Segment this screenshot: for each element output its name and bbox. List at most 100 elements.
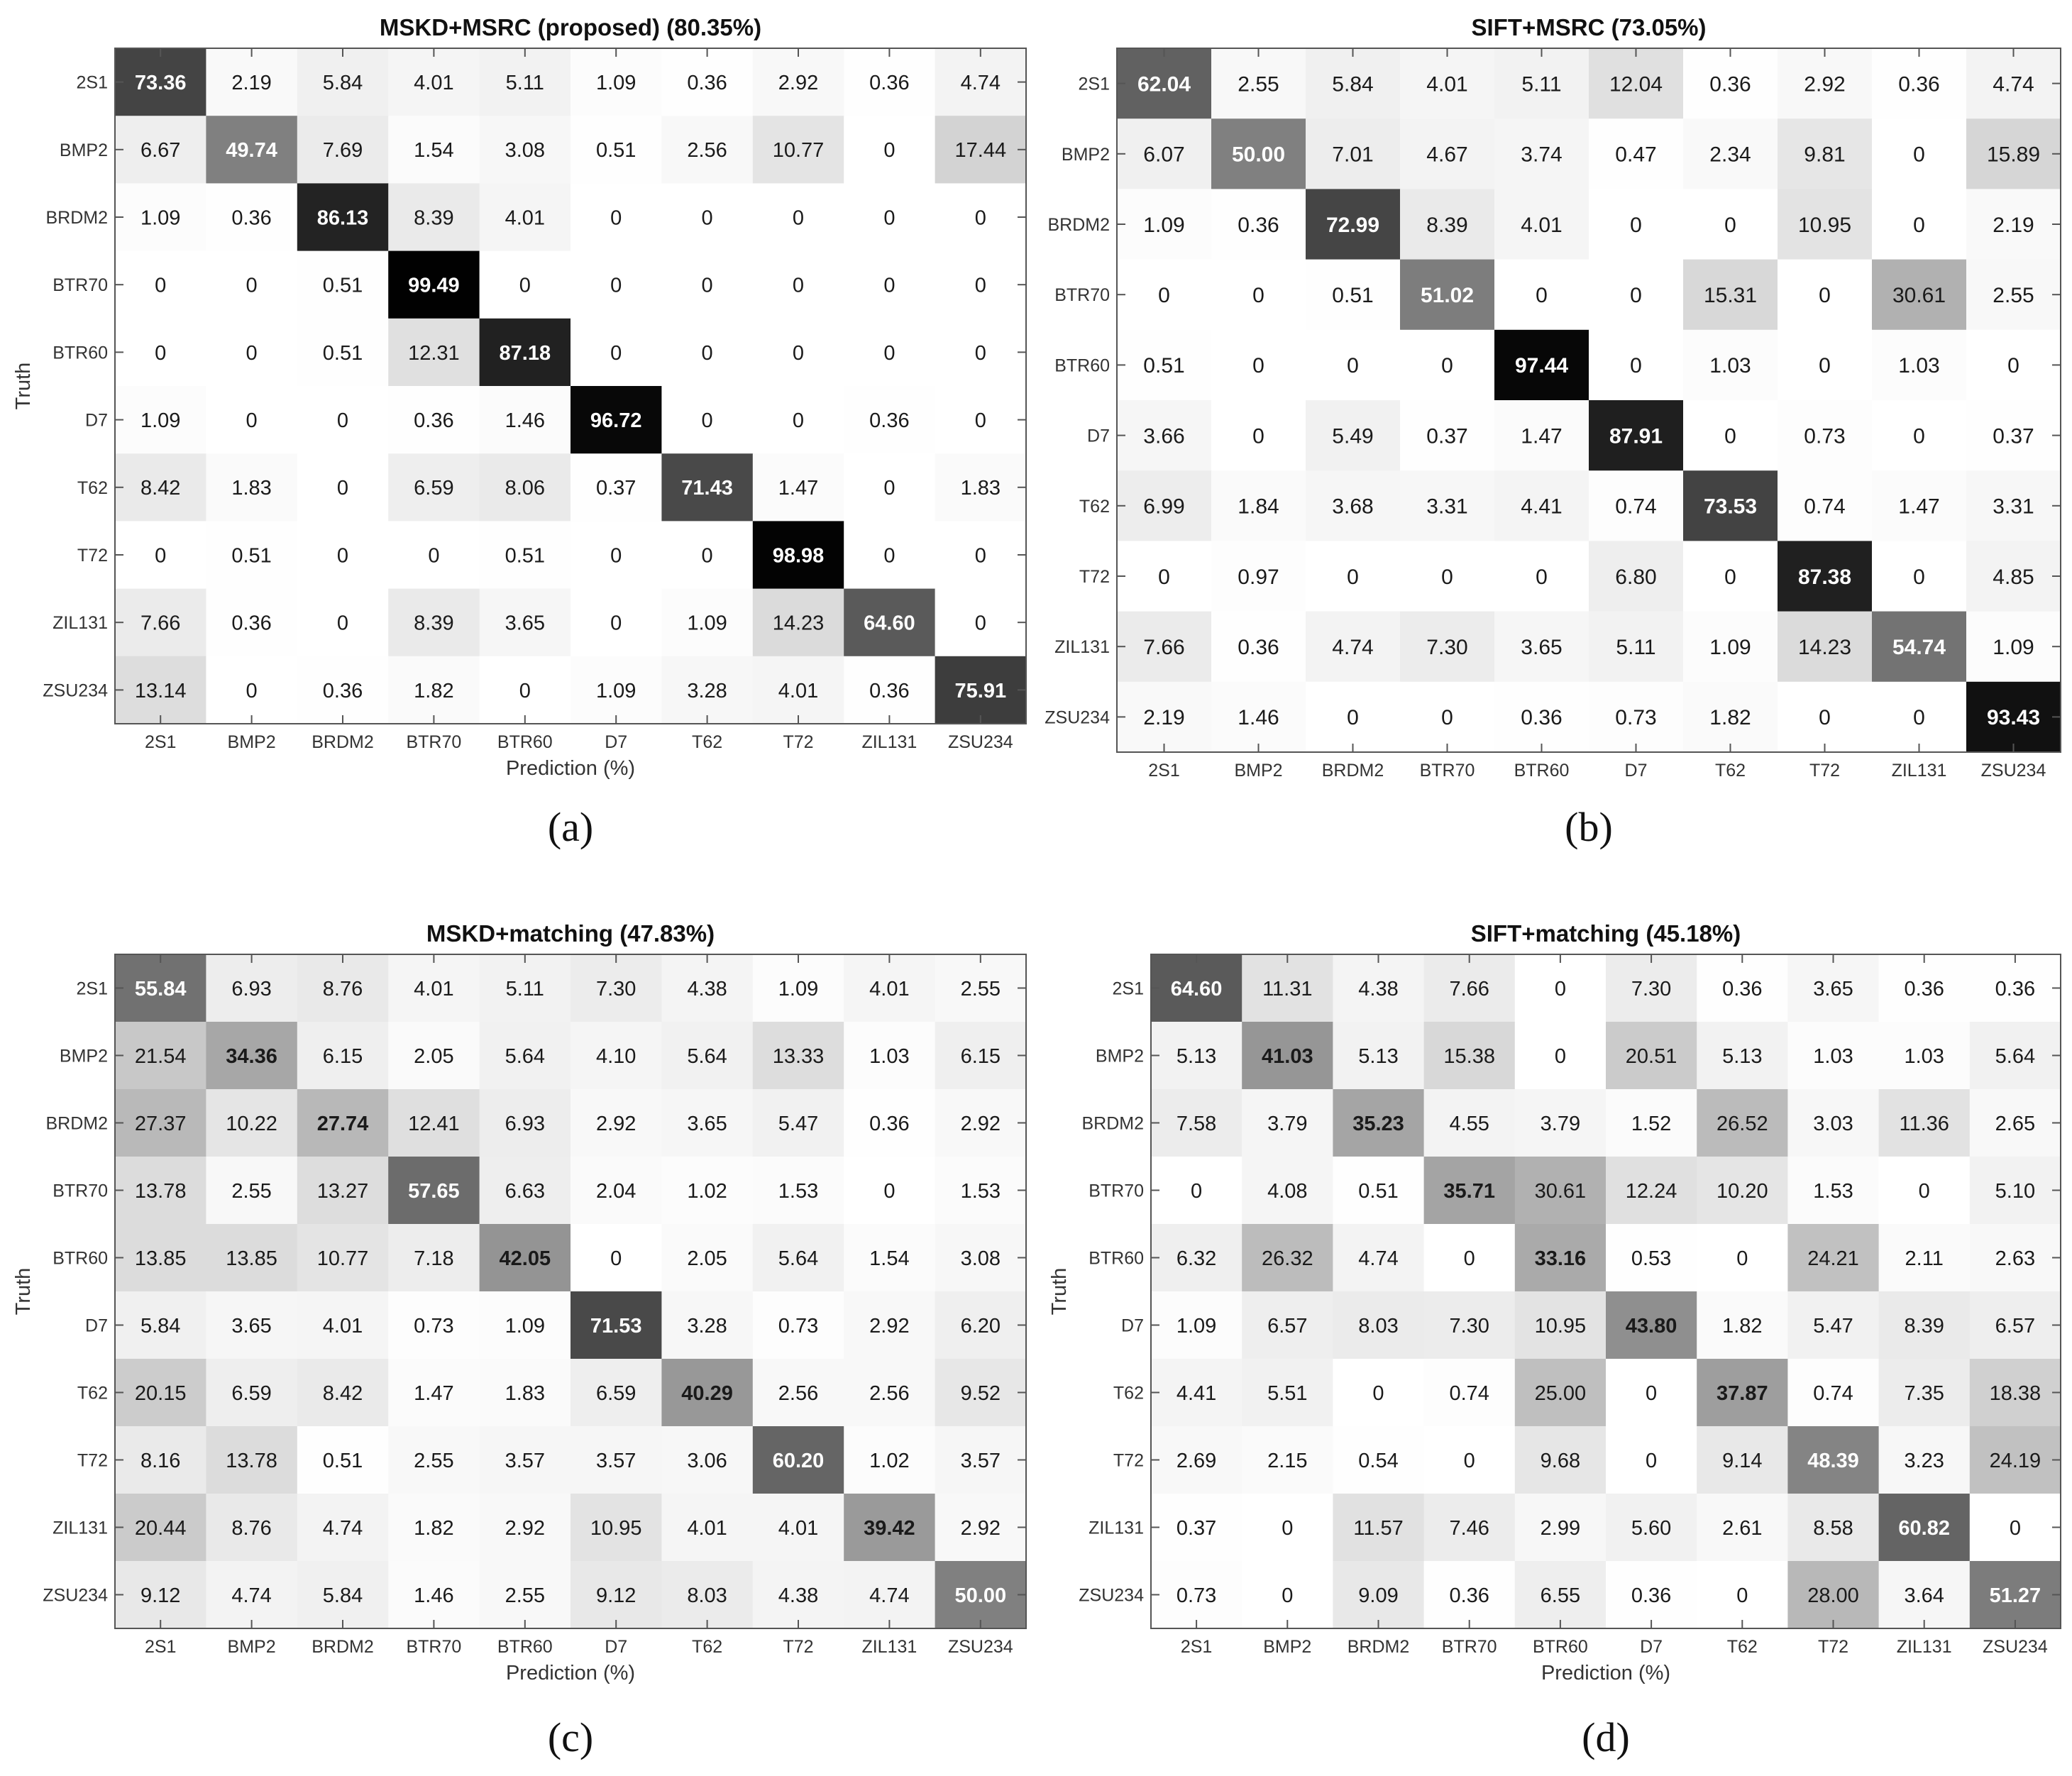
cell-value-label: 1.46 bbox=[505, 409, 545, 432]
heatmap-cell bbox=[1242, 1291, 1333, 1359]
heatmap-cell bbox=[1211, 470, 1306, 541]
cell-value-label: 3.57 bbox=[505, 1450, 545, 1472]
cell-value-label: 99.49 bbox=[408, 275, 460, 297]
cell-value-label: 0 bbox=[1819, 284, 1831, 307]
cell-value-label: 3.66 bbox=[1143, 424, 1184, 448]
cell-value-label: 10.95 bbox=[1535, 1315, 1587, 1337]
heatmap-cell bbox=[388, 386, 480, 454]
heatmap-cell bbox=[1778, 541, 1873, 612]
cell-value-label: 3.79 bbox=[1541, 1113, 1580, 1135]
heatmap-cell bbox=[844, 318, 936, 387]
cell-value-label: 6.57 bbox=[1995, 1315, 2035, 1337]
heatmap-cell bbox=[1242, 1089, 1333, 1157]
cell-value-label: 0.54 bbox=[1358, 1450, 1398, 1472]
cell-value-label: 5.84 bbox=[140, 1315, 180, 1337]
heatmap-cell bbox=[1778, 400, 1873, 471]
heatmap-cell bbox=[571, 1022, 662, 1090]
cell-value-label: 5.11 bbox=[1521, 72, 1561, 96]
cell-value-label: 2.69 bbox=[1176, 1450, 1216, 1472]
cell-value-label: 2.92 bbox=[961, 1517, 1001, 1540]
heatmap-cell bbox=[1400, 400, 1495, 471]
cell-value-label: 10.77 bbox=[317, 1247, 369, 1270]
cell-value-label: 1.09 bbox=[687, 612, 727, 635]
cell-value-label: 0 bbox=[883, 544, 895, 567]
heatmap-cell bbox=[206, 1157, 298, 1225]
heatmap-cell bbox=[1878, 1022, 1971, 1090]
cell-value-label: 0.47 bbox=[1615, 143, 1656, 167]
heatmap-cell bbox=[206, 1291, 298, 1359]
cell-value-label: 6.59 bbox=[231, 1382, 271, 1405]
heatmap-cell bbox=[388, 1494, 480, 1562]
cell-value-label: 1.47 bbox=[414, 1382, 453, 1405]
cell-value-label: 0.36 bbox=[231, 612, 271, 635]
heatmap-cell bbox=[1778, 470, 1873, 541]
heatmap-cell bbox=[1211, 329, 1306, 401]
cell-value-label: 50.00 bbox=[955, 1584, 1007, 1607]
cell-value-label: 3.28 bbox=[687, 1315, 727, 1337]
heatmap-cell bbox=[661, 954, 754, 1022]
heatmap-cell bbox=[1211, 189, 1306, 260]
heatmap-cell bbox=[1423, 1494, 1516, 1562]
heatmap-cell bbox=[388, 656, 480, 724]
cell-value-label: 8.16 bbox=[140, 1450, 180, 1472]
cell-value-label: 0.73 bbox=[1615, 706, 1656, 729]
heatmap-cell bbox=[661, 250, 754, 319]
heatmap-cell bbox=[1872, 118, 1967, 189]
x-tick-label: BRDM2 bbox=[1322, 761, 1384, 781]
heatmap-cell bbox=[1423, 1157, 1516, 1225]
heatmap-cell bbox=[1787, 1359, 1880, 1427]
heatmap-cell bbox=[935, 1291, 1027, 1359]
heatmap-cell bbox=[1333, 954, 1425, 1022]
cell-value-label: 24.21 bbox=[1807, 1247, 1859, 1270]
x-tick-label: BTR70 bbox=[406, 732, 461, 752]
heatmap-cell bbox=[844, 1426, 936, 1494]
y-tick-label: BTR70 bbox=[53, 1181, 108, 1201]
cell-value-label: 0.51 bbox=[1358, 1180, 1398, 1203]
cell-value-label: 6.15 bbox=[323, 1045, 363, 1068]
cell-value-label: 0 bbox=[1191, 1180, 1202, 1203]
heatmap-cell bbox=[1787, 1291, 1880, 1359]
cell-value-label: 5.51 bbox=[1267, 1382, 1307, 1405]
heatmap-cell bbox=[844, 1561, 936, 1629]
cell-value-label: 0.74 bbox=[1449, 1382, 1489, 1405]
cell-value-label: 6.80 bbox=[1615, 566, 1656, 589]
heatmap-cell bbox=[935, 386, 1027, 454]
cell-value-label: 2.04 bbox=[596, 1180, 636, 1203]
cell-value-label: 7.18 bbox=[414, 1247, 453, 1270]
heatmap-cell bbox=[1333, 1426, 1425, 1494]
cell-value-label: 0.73 bbox=[1176, 1584, 1216, 1607]
cell-value-label: 9.81 bbox=[1804, 143, 1845, 167]
heatmap-cell bbox=[388, 954, 480, 1022]
heatmap-cell bbox=[571, 954, 662, 1022]
heatmap-cell bbox=[661, 1426, 754, 1494]
cell-value-label: 4.67 bbox=[1426, 143, 1467, 167]
x-tick-label: BRDM2 bbox=[1348, 1637, 1410, 1657]
heatmap-cell bbox=[206, 1561, 298, 1629]
cell-value-label: 1.83 bbox=[961, 477, 1001, 500]
heatmap-cell bbox=[1878, 1561, 1971, 1629]
heatmap-cell bbox=[115, 386, 206, 454]
x-tick-label: 2S1 bbox=[145, 732, 176, 752]
cell-value-label: 0 bbox=[975, 544, 986, 567]
cell-value-label: 2.19 bbox=[1993, 214, 2034, 237]
heatmap-cell bbox=[479, 588, 571, 657]
cell-value-label: 2.55 bbox=[961, 978, 1001, 1000]
heatmap-cell bbox=[1514, 1022, 1607, 1090]
heatmap-cell bbox=[1697, 1359, 1788, 1427]
cell-value-label: 0 bbox=[1630, 214, 1642, 237]
heatmap-cell bbox=[1423, 1426, 1516, 1494]
y-tick-label: BMP2 bbox=[1062, 145, 1110, 165]
cell-value-label: 51.02 bbox=[1421, 284, 1474, 307]
heatmap-cell bbox=[1878, 954, 1971, 1022]
cell-value-label: 30.61 bbox=[1535, 1180, 1587, 1203]
y-tick-label: D7 bbox=[85, 411, 108, 431]
cell-value-label: 13.33 bbox=[773, 1045, 825, 1068]
cell-value-label: 0 bbox=[610, 1247, 622, 1270]
cell-value-label: 0 bbox=[975, 409, 986, 432]
heatmap-cell bbox=[297, 1291, 389, 1359]
cell-value-label: 1.03 bbox=[1904, 1045, 1944, 1068]
heatmap-cell bbox=[661, 1157, 754, 1225]
heatmap-cell bbox=[1878, 1426, 1971, 1494]
cell-value-label: 9.12 bbox=[140, 1584, 180, 1607]
heatmap-cell bbox=[1589, 48, 1684, 119]
